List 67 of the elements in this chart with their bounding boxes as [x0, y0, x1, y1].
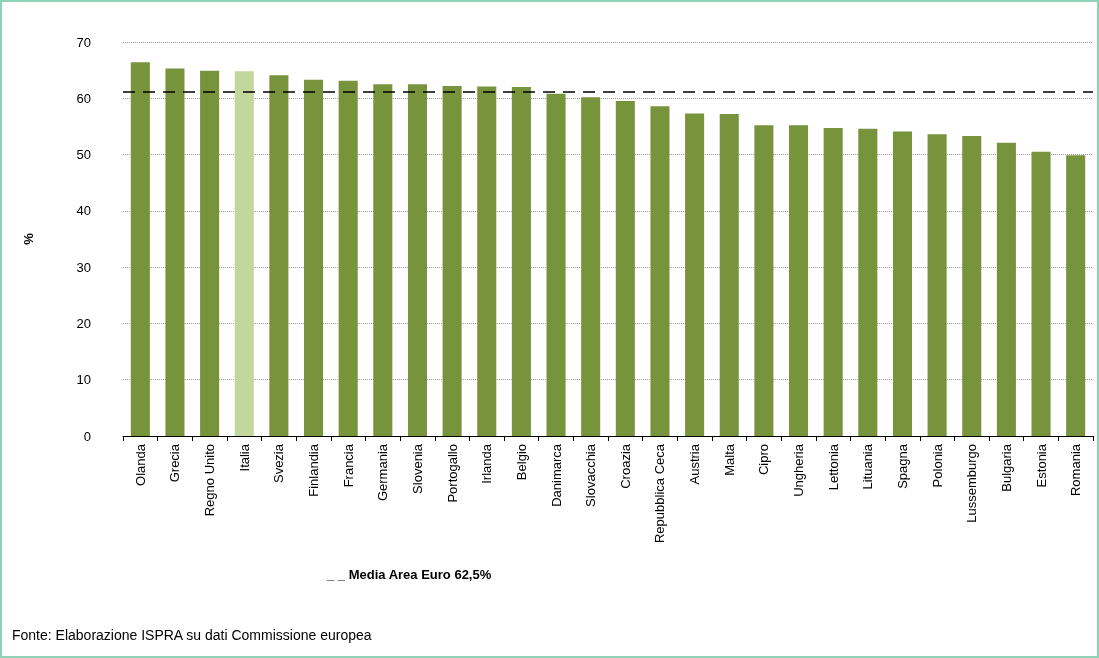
y-tick-label: 60: [76, 90, 91, 106]
x-tick-label: Francia: [340, 443, 356, 488]
x-tick-label: Slovacchia: [583, 443, 599, 507]
bar: [789, 125, 809, 436]
ref-line-label: _ _ Media Area Euro 62,5%: [326, 567, 492, 582]
x-tick-label: Lituania: [860, 443, 876, 490]
x-tick-label: Belgio: [513, 444, 529, 481]
bar: [546, 93, 566, 436]
x-tick-label: Danimarca: [548, 443, 564, 507]
y-tick-label: 30: [76, 259, 91, 275]
x-tick-label: Estonia: [1033, 443, 1049, 488]
y-tick-label: 0: [83, 428, 91, 444]
bar: [165, 68, 185, 436]
x-tick-label: Lussemburgo: [964, 444, 980, 523]
x-tick-label: Irlanda: [479, 443, 495, 484]
bar: [823, 128, 843, 436]
y-tick-label: 10: [76, 372, 91, 388]
bar: [373, 84, 393, 436]
bar: [996, 142, 1016, 436]
x-tick-label: Italia: [236, 443, 252, 472]
bar: [581, 97, 601, 436]
y-tick-label: 20: [76, 315, 91, 331]
x-tick-label: Croazia: [617, 443, 633, 489]
bar: [407, 84, 427, 436]
x-tick-label: Lettonia: [825, 443, 841, 491]
bar: [615, 101, 635, 436]
bar: [200, 70, 220, 436]
y-tick-label: 70: [76, 34, 91, 50]
bar: [130, 62, 150, 436]
bar: [234, 71, 254, 436]
bar: [477, 86, 497, 436]
x-tick-label: Polonia: [929, 443, 945, 488]
x-tick-label: Olanda: [132, 443, 148, 486]
bar: [962, 136, 982, 436]
x-tick-label: Ungheria: [791, 443, 807, 497]
bar: [511, 87, 531, 436]
x-tick-label: Bulgaria: [998, 443, 1014, 492]
x-tick-label: Romania: [1068, 443, 1084, 497]
x-tick-label: Slovenia: [409, 443, 425, 494]
bar: [719, 114, 739, 436]
bar: [1031, 151, 1051, 436]
bar: [1066, 155, 1086, 436]
bar: [269, 75, 289, 436]
bar: [927, 134, 947, 436]
bar: [338, 80, 358, 436]
x-tick-label: Germania: [375, 443, 391, 502]
x-tick-label: Regno Unito: [202, 444, 218, 517]
x-tick-label: Svezia: [271, 443, 287, 484]
bar: [442, 85, 462, 436]
x-tick-label: Finlandia: [306, 443, 322, 497]
x-tick-label: Cipro: [756, 444, 772, 476]
bar: [754, 125, 774, 436]
x-tick-label: Malta: [721, 443, 737, 476]
x-tick-label: Grecia: [167, 443, 183, 483]
bar: [304, 79, 324, 436]
x-tick-label: Spagna: [894, 443, 910, 489]
bar: [858, 128, 878, 436]
y-axis-title: %: [21, 232, 36, 245]
x-tick-label: Repubblica Ceca: [652, 443, 668, 544]
bar: [892, 131, 912, 436]
x-tick-label: Austria: [687, 443, 703, 485]
y-tick-label: 40: [76, 203, 91, 219]
source-note: Fonte: Elaborazione ISPRA su dati Commissione europea: [12, 627, 372, 643]
bar: [650, 106, 670, 436]
y-tick-label: 50: [76, 147, 91, 163]
bar: [685, 113, 705, 436]
x-tick-label: Portogallo: [444, 444, 460, 503]
